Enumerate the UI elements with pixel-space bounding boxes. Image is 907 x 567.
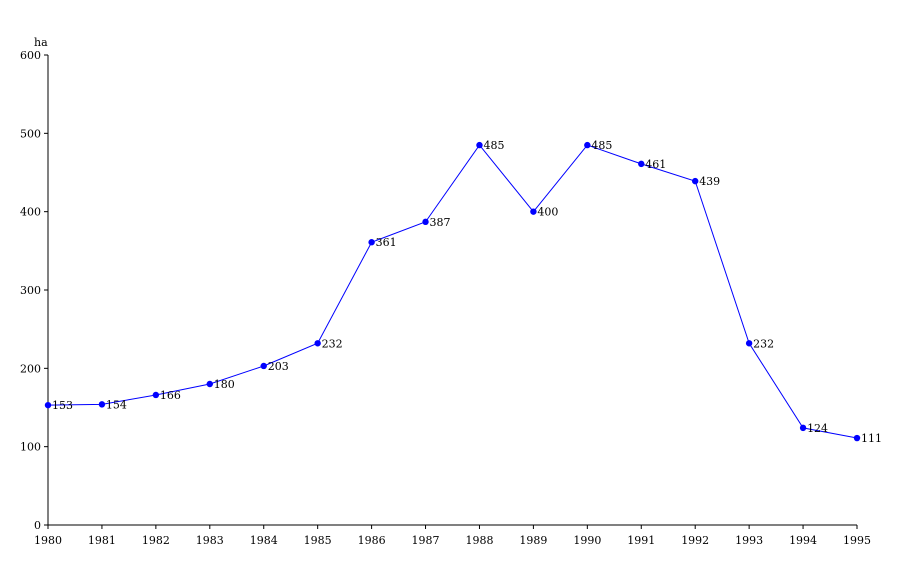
x-tick-label: 1980: [34, 534, 62, 547]
x-tick-label: 1989: [519, 534, 547, 547]
data-point: [476, 141, 483, 149]
x-tick-label: 1987: [412, 534, 440, 547]
data-point: [368, 239, 375, 246]
data-label: 485: [591, 139, 612, 152]
data-label: 485: [483, 139, 504, 152]
data-point: [638, 160, 645, 168]
x-tick-label: 1984: [250, 534, 278, 547]
data-point: [584, 141, 591, 149]
data-label: 180: [214, 378, 235, 391]
data-label: 124: [807, 422, 828, 435]
x-tick-label: 1994: [789, 534, 817, 547]
y-tick-label: 300: [20, 284, 41, 297]
x-tick-label: 1991: [627, 534, 655, 547]
data-label: 439: [699, 175, 720, 188]
data-label: 387: [430, 216, 451, 229]
data-point: [745, 340, 753, 347]
data-point: [692, 177, 699, 185]
data-labels: 153 154 166 180 203 232 361 387 485 400 485 461 439 2…: [52, 139, 882, 445]
data-point: [98, 401, 106, 408]
data-label: 361: [376, 236, 397, 249]
data-label: 232: [753, 337, 774, 350]
x-tick-label: 1990: [573, 534, 601, 547]
data-points: [44, 141, 861, 442]
data-point: [314, 340, 321, 347]
x-tick-label: 1982: [142, 534, 170, 547]
y-tick-label: 400: [20, 206, 41, 219]
data-label: 111: [861, 432, 882, 445]
data-point: [530, 208, 537, 215]
data-label: 400: [537, 206, 558, 219]
x-axis-ticks: 1980 1981 1982 1983 1984 1985 1986 1987 1988 1989…: [34, 525, 871, 547]
y-axis-ticks: 0 100 200 300 400 500 600: [20, 49, 48, 532]
x-tick-label: 1986: [358, 534, 386, 547]
x-tick-label: 1995: [843, 534, 871, 547]
y-tick-label: 100: [20, 441, 41, 454]
data-point: [853, 434, 861, 442]
data-point: [260, 362, 267, 370]
y-tick-label: 200: [20, 362, 41, 375]
data-point: [422, 218, 429, 226]
data-label: 154: [106, 398, 127, 411]
x-tick-label: 1988: [465, 534, 493, 547]
y-axis-unit: ha: [34, 36, 48, 49]
x-tick-label: 1993: [735, 534, 763, 547]
x-tick-label: 1985: [304, 534, 332, 547]
data-point: [152, 391, 160, 399]
y-tick-label: 600: [20, 49, 41, 62]
series-line: [47, 144, 858, 439]
data-label: 203: [268, 360, 289, 373]
data-point: [206, 380, 213, 388]
data-label: 153: [52, 399, 73, 412]
data-label: 232: [322, 337, 343, 350]
data-point: [44, 401, 52, 409]
x-tick-label: 1992: [681, 534, 709, 547]
x-tick-label: 1983: [196, 534, 224, 547]
data-label: 166: [160, 389, 181, 402]
y-tick-label: 0: [34, 519, 41, 532]
data-label: 461: [645, 158, 666, 171]
y-tick-label: 500: [20, 127, 41, 140]
data-point: [799, 424, 807, 432]
x-tick-label: 1981: [88, 534, 116, 547]
